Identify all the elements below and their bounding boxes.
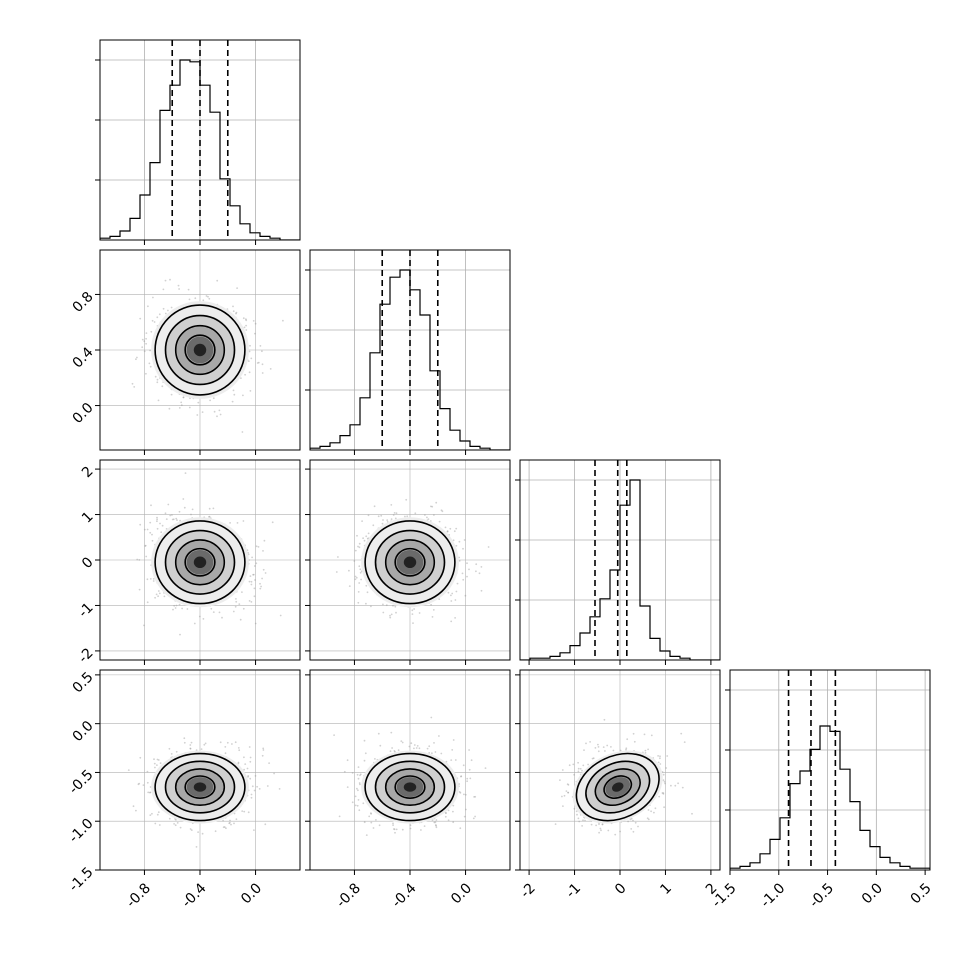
panel-1-1 <box>305 249 511 455</box>
x-tick-label: 0.0 <box>238 880 265 907</box>
axes-frame <box>99 459 301 661</box>
y-tick-label: -1.5 <box>66 864 97 895</box>
density-fill-4 <box>403 556 417 569</box>
x-tick-label: -1 <box>563 880 584 901</box>
x-tick-label: -0.8 <box>333 880 364 911</box>
contour-line-0 <box>603 775 633 799</box>
histogram-step <box>520 479 720 660</box>
histogram-step <box>310 269 510 450</box>
x-tick-label: -2 <box>518 880 539 901</box>
contour-line-1 <box>594 768 641 807</box>
contour-line-2 <box>164 529 236 595</box>
y-tick-label: 0.0 <box>70 400 97 427</box>
y-tick-label: -2 <box>75 645 96 666</box>
axes-frame <box>729 669 931 871</box>
y-tick-label: 2 <box>79 463 97 481</box>
panel-3-1: -0.8 -0.4 0.0 <box>305 669 511 911</box>
x-tick-label: -0.8 <box>123 880 154 911</box>
y-tick-label: -0.5 <box>66 767 97 798</box>
contour-line-1 <box>174 768 226 807</box>
x-tick-label: 0.5 <box>908 880 935 907</box>
y-tick-label: 0.0 <box>70 718 97 745</box>
panel-3-3: -1.5 -1.0 -0.5 0.0 0.5 <box>709 669 935 911</box>
x-tick-label: -0.4 <box>179 880 210 911</box>
contour-line-1 <box>384 539 436 586</box>
contour-line-3 <box>575 752 660 822</box>
contour-line-0 <box>184 547 216 577</box>
contour-line-1 <box>174 324 226 376</box>
density-fill-4 <box>193 782 207 792</box>
density-fill-4 <box>193 343 207 357</box>
contour-line-3 <box>364 752 456 822</box>
density-fill-4 <box>612 782 624 792</box>
contour-line-0 <box>184 334 216 366</box>
contour-line-2 <box>374 529 446 595</box>
panel-2-1 <box>305 459 511 665</box>
y-tick-label: 1 <box>79 509 97 527</box>
contour-line-2 <box>164 314 236 386</box>
axes-frame <box>309 249 511 451</box>
axes-frame <box>309 459 511 661</box>
contour-line-3 <box>154 520 246 605</box>
contour-line-1 <box>174 539 226 586</box>
x-tick-label: 0 <box>612 880 630 898</box>
axes-frame <box>519 459 721 661</box>
y-tick-label: 0 <box>79 554 97 572</box>
contour-line-3 <box>154 304 246 396</box>
y-tick-label: 0.5 <box>70 669 97 696</box>
x-tick-label: 1 <box>657 880 675 898</box>
density-fill-4 <box>193 556 207 569</box>
contour-line-0 <box>184 775 216 799</box>
panel-2-0: -2 -1 0 1 2 <box>75 459 301 666</box>
panel-1-0: 0.0 0.4 0.8 <box>70 249 301 455</box>
contour-line-0 <box>394 547 426 577</box>
contour-line-2 <box>585 760 651 814</box>
histogram-step <box>730 725 930 870</box>
y-tick-label: -1.0 <box>66 816 97 847</box>
axes-frame <box>99 39 301 241</box>
contour-line-0 <box>394 775 426 799</box>
axes-frame <box>309 669 511 871</box>
axes-frame <box>519 669 721 871</box>
axes-frame <box>99 249 301 451</box>
y-tick-label: 0.8 <box>70 289 97 316</box>
x-tick-label: -1.0 <box>758 880 789 911</box>
contour-line-3 <box>154 752 246 822</box>
y-tick-label: -1 <box>75 600 96 621</box>
contour-line-3 <box>364 520 456 605</box>
x-tick-label: 0.0 <box>448 880 475 907</box>
axes-frame <box>99 669 301 871</box>
x-tick-label: 0.0 <box>859 880 886 907</box>
x-tick-label: -0.5 <box>807 880 838 911</box>
panel-0-0 <box>95 39 301 245</box>
density-fill-4 <box>403 782 417 792</box>
contour-line-2 <box>374 760 446 814</box>
contour-line-1 <box>384 768 436 807</box>
panel-3-2: -2 -1 0 1 2 <box>515 669 721 901</box>
histogram-step <box>100 59 300 240</box>
x-tick-label: -0.4 <box>389 880 420 911</box>
panel-3-0: -1.5 -1.0 -0.5 0.0 0.5 -0.8 -0.4 0.0 <box>66 669 301 911</box>
contour-line-2 <box>164 760 236 814</box>
y-tick-label: 0.4 <box>70 344 97 371</box>
panel-2-2 <box>515 459 721 665</box>
